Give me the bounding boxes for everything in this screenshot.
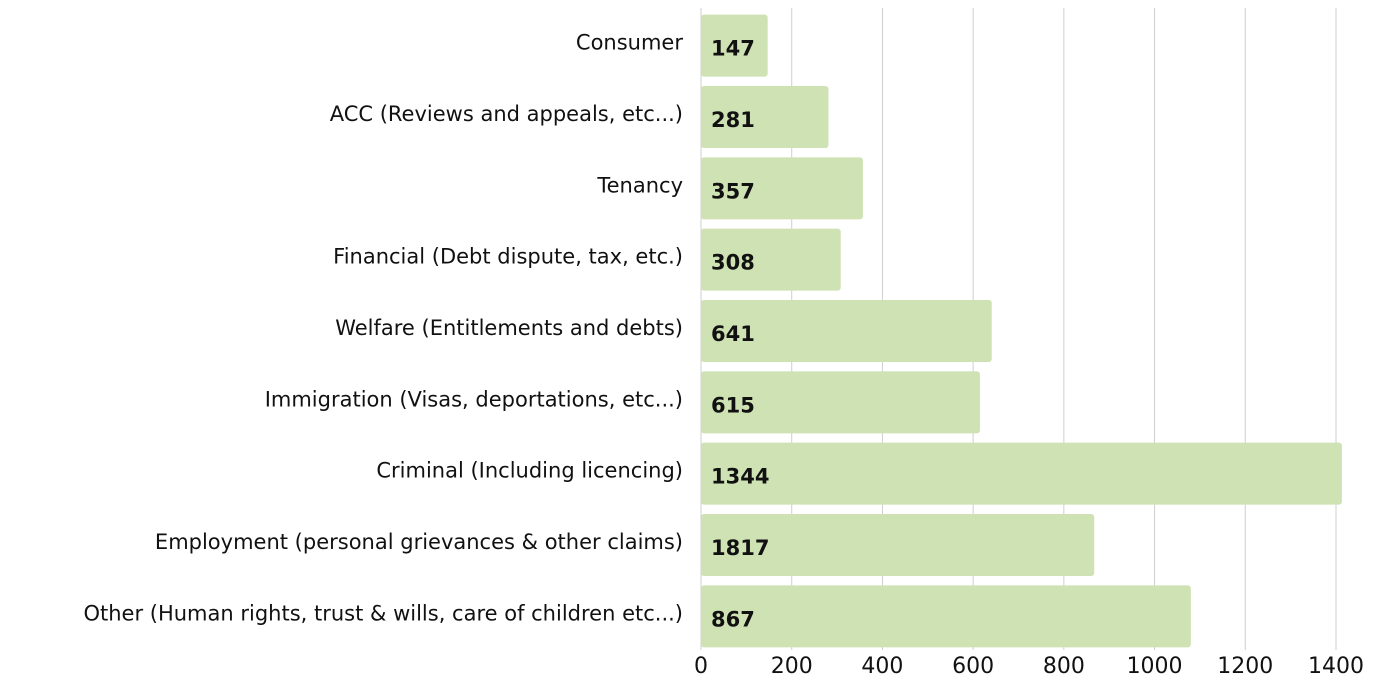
y-tick-label: Criminal (Including licencing) xyxy=(376,459,683,483)
data-label: 281 xyxy=(711,108,755,132)
y-tick-label: Immigration (Visas, deportations, etc...… xyxy=(265,387,683,411)
bar xyxy=(701,514,1095,576)
y-tick-label: Tenancy xyxy=(596,173,683,197)
y-tick-label: Financial (Debt dispute, tax, etc.) xyxy=(333,245,683,269)
x-tick-label: 0 xyxy=(694,654,708,679)
x-tick-label: 200 xyxy=(771,654,813,679)
bar xyxy=(701,228,841,291)
bar xyxy=(701,442,1342,505)
data-label: 357 xyxy=(711,179,755,203)
y-tick-label: Other (Human rights, trust & wills, care… xyxy=(83,601,683,625)
bar xyxy=(701,585,1191,648)
y-tick-label: ACC (Reviews and appeals, etc...) xyxy=(330,102,683,126)
bar xyxy=(701,14,768,77)
data-label: 1344 xyxy=(711,465,769,489)
y-tick-label: Consumer xyxy=(576,31,683,55)
data-label: 641 xyxy=(711,322,755,346)
x-tick-label: 800 xyxy=(1043,654,1085,679)
data-label: 308 xyxy=(711,251,755,275)
data-label: 1817 xyxy=(711,536,769,560)
y-tick-label: Welfare (Entitlements and debts) xyxy=(335,316,683,340)
x-tick-label: 1200 xyxy=(1217,654,1273,679)
x-tick-label: 400 xyxy=(861,654,903,679)
data-label: 867 xyxy=(711,607,755,631)
data-label: 615 xyxy=(711,393,755,417)
x-tick-label: 600 xyxy=(952,654,994,679)
bar xyxy=(701,86,829,148)
bar xyxy=(701,371,980,434)
x-tick-label: 1400 xyxy=(1308,654,1364,679)
bar xyxy=(701,300,992,362)
data-label: 147 xyxy=(711,37,755,61)
bar xyxy=(701,157,863,220)
y-tick-label: Employment (personal grievances & other … xyxy=(155,530,683,554)
x-tick-label: 1000 xyxy=(1127,654,1183,679)
